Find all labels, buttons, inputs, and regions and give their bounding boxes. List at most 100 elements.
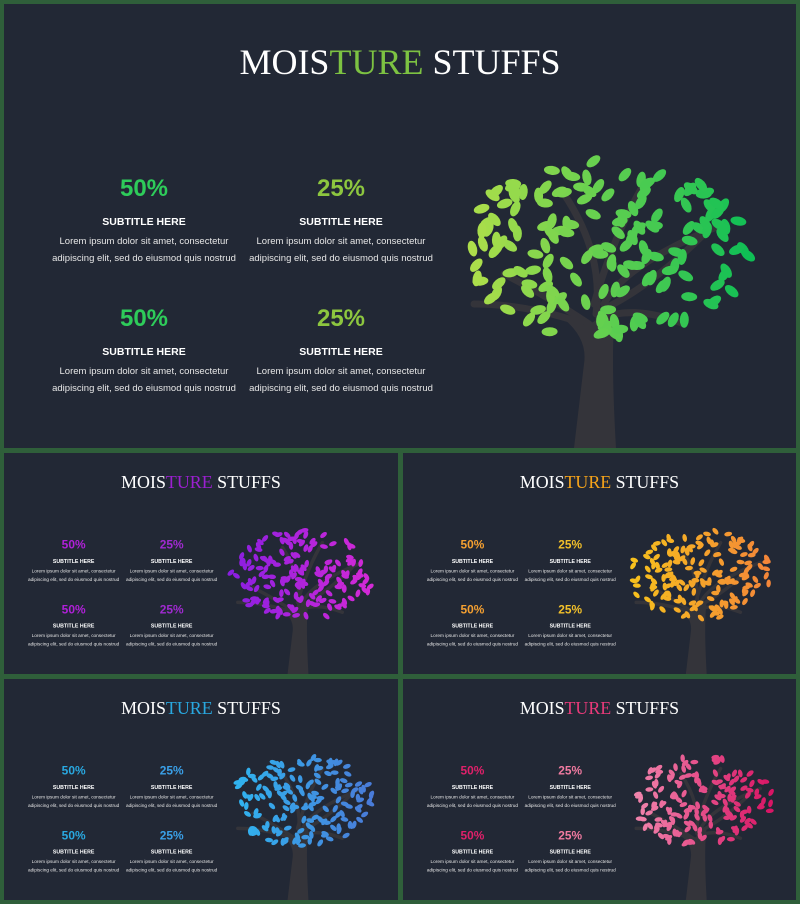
tree-branch: [634, 600, 691, 614]
leaf: [696, 779, 702, 787]
leaf: [752, 547, 759, 555]
leaf: [275, 611, 281, 620]
leaf: [667, 559, 673, 568]
leaf: [729, 605, 738, 610]
leaf: [282, 805, 290, 812]
leaf: [272, 814, 279, 823]
leaf: [688, 580, 694, 588]
leaf: [297, 828, 305, 834]
leaf: [530, 305, 546, 315]
leaf: [728, 796, 736, 802]
leaf: [256, 783, 262, 791]
leaf: [305, 781, 311, 790]
leaf: [744, 791, 751, 799]
leaf: [542, 267, 553, 283]
stat-subtitle: SUBTITLE HERE: [550, 850, 592, 856]
leaf: [729, 549, 738, 555]
title-accent: TURE: [565, 472, 612, 492]
leaf: [244, 810, 252, 817]
leaf: [305, 822, 312, 830]
leaf: [585, 209, 601, 220]
leaf: [654, 778, 659, 787]
slide: MOISTURE STUFFS 50% SUBTITLE HERE Lorem ipsu…: [403, 453, 796, 674]
leaf: [354, 806, 362, 813]
leaf: [640, 177, 655, 189]
leaf: [239, 558, 244, 567]
leaf: [473, 203, 490, 214]
leaf: [680, 612, 688, 619]
leaf: [283, 782, 291, 789]
leaf: [321, 783, 329, 790]
leaf: [638, 816, 647, 822]
leaf: [704, 549, 711, 557]
leaf: [253, 584, 260, 593]
leaf: [472, 270, 482, 287]
stat-value: 50%: [461, 538, 485, 552]
leaf: [742, 597, 748, 606]
leaf: [317, 585, 324, 592]
leaf: [706, 536, 712, 545]
leaf: [750, 589, 756, 597]
slide-canvas: MOISTURE STUFFS 50% SUBTITLE HERE Lorem ipsu…: [28, 698, 375, 900]
leaf: [765, 808, 774, 814]
leaf: [279, 578, 285, 587]
leaf: [244, 802, 249, 810]
leaf: [715, 827, 722, 835]
leaf: [724, 785, 731, 793]
leaf: [749, 818, 757, 825]
leaf: [320, 833, 329, 838]
leaf: [306, 759, 312, 767]
leaf: [324, 770, 332, 777]
leaf: [287, 767, 296, 773]
stat-text: Lorem ipsum dolor sit amet, consectetur: [60, 366, 229, 377]
leaf: [536, 198, 553, 208]
tree: [467, 155, 756, 448]
leaf: [477, 222, 487, 239]
leaf: [652, 541, 661, 546]
stat-value: 25%: [160, 828, 184, 842]
leaf: [500, 304, 516, 315]
leaf: [285, 558, 294, 564]
leaf: [491, 231, 501, 248]
leaf: [630, 562, 637, 570]
leaf: [329, 541, 337, 547]
stat-subtitle: SUBTITLE HERE: [151, 559, 193, 565]
leaf: [625, 230, 638, 245]
leaf: [689, 605, 697, 612]
leaf: [709, 611, 716, 618]
leaf: [300, 564, 307, 572]
leaf: [683, 584, 690, 592]
leaf: [677, 249, 687, 265]
stat-subtitle: SUBTITLE HERE: [299, 216, 382, 228]
leaf: [293, 552, 301, 558]
leaf: [342, 832, 350, 839]
leaf: [268, 574, 276, 579]
leaf: [726, 836, 735, 842]
leaf: [684, 565, 693, 571]
stat-text: Lorem ipsum dolor sit amet, consectetur: [431, 633, 515, 639]
leaf: [324, 559, 333, 565]
leaf: [309, 537, 316, 545]
leaf: [659, 606, 666, 613]
leaf: [328, 599, 337, 604]
leaf: [582, 185, 597, 198]
leaf: [547, 213, 557, 229]
stat-text: Lorem ipsum dolor sit amet, consectetur: [528, 633, 612, 639]
leaf: [320, 544, 328, 549]
leaf: [768, 788, 774, 797]
leaf: [695, 570, 700, 579]
leaf: [747, 543, 753, 552]
leaf: [592, 249, 609, 259]
stat-subtitle: SUBTITLE HERE: [452, 785, 494, 791]
leaf: [757, 779, 765, 785]
leaf: [307, 836, 312, 845]
leaf: [263, 607, 271, 614]
tree-branch: [295, 540, 325, 605]
stat-text: adipiscing elit, sed do eiusmod quis nos…: [126, 868, 218, 874]
leaf: [592, 179, 605, 194]
leaf: [623, 260, 639, 270]
leaf: [271, 839, 279, 846]
leaf: [753, 582, 761, 589]
leaf: [522, 312, 536, 327]
stat-subtitle: SUBTITLE HERE: [151, 624, 193, 630]
